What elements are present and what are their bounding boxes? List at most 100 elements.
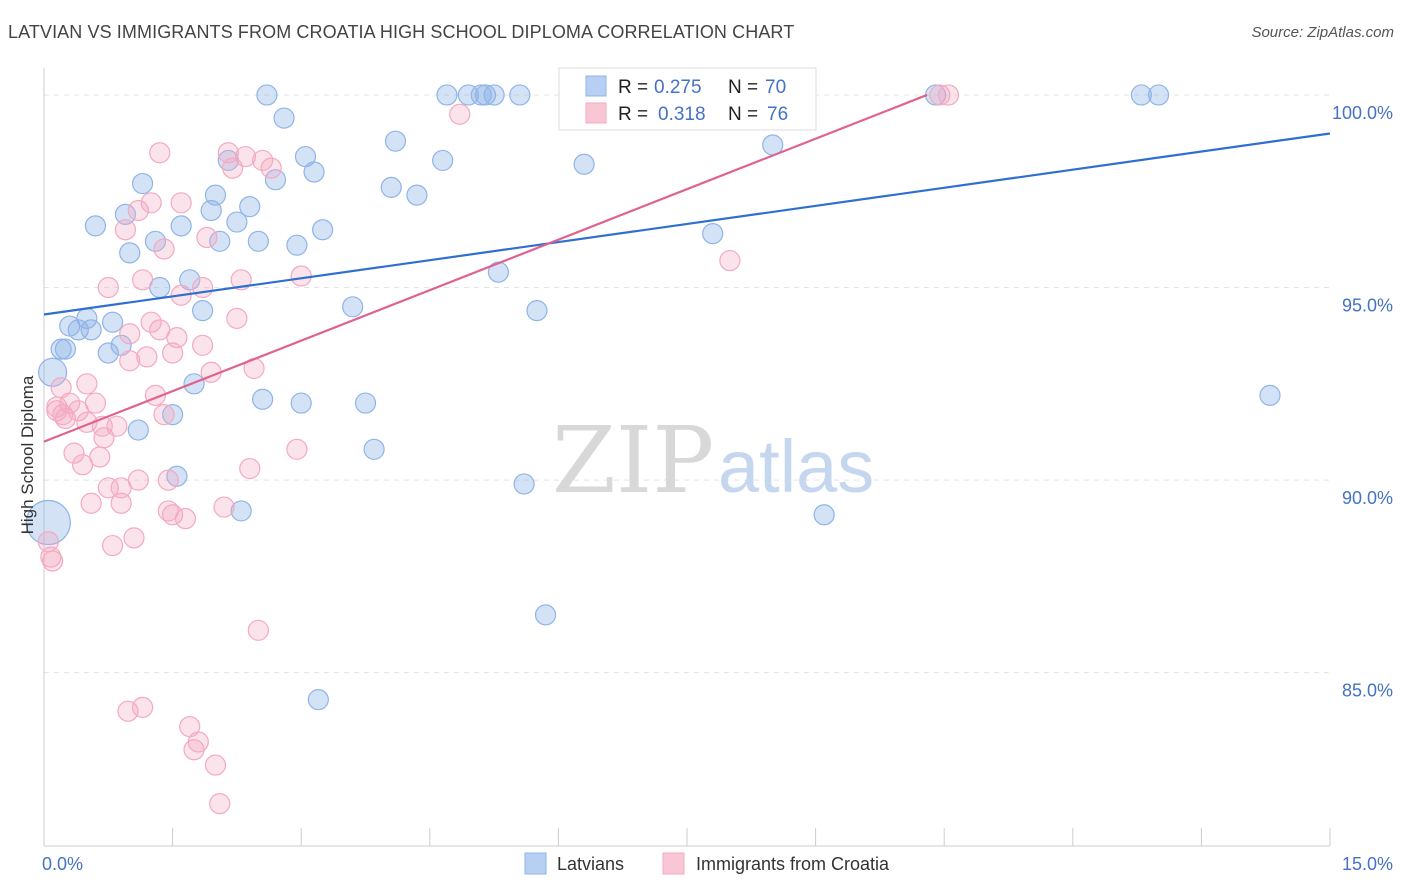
croatia-point (187, 731, 209, 753)
latvians-point (170, 215, 192, 237)
croatia-point (149, 319, 171, 341)
croatia-point (131, 696, 154, 718)
legend-swatch-croatia (585, 102, 607, 124)
croatia-point (260, 157, 282, 179)
croatia-point (170, 192, 192, 214)
x-tick-label: 0.0% (42, 854, 83, 874)
croatia-point (110, 477, 132, 499)
croatia-point (937, 84, 960, 106)
croatia-point (153, 404, 175, 426)
latvians-point (247, 230, 269, 252)
legend-r-label: R = (618, 77, 648, 98)
croatia-point (196, 226, 218, 249)
latvians-point (252, 388, 274, 410)
legend-n-value-croatia: 76 (767, 104, 788, 125)
x-ticks (43, 828, 1331, 846)
series-immigrants-from-croatia (37, 84, 960, 815)
croatia-point (290, 265, 312, 287)
latvians-point (432, 149, 454, 172)
croatia-point (59, 392, 81, 414)
latvians-point (25, 499, 71, 546)
croatia-point (204, 754, 227, 776)
bottom-legend-swatch-latvians (524, 852, 547, 875)
latvians-point (131, 172, 154, 195)
latvians-point (273, 107, 295, 129)
latvians-point (384, 130, 407, 152)
latvians-point (307, 689, 329, 711)
legend-n-label: N = (728, 104, 758, 125)
croatia-point (136, 346, 158, 368)
latvians-point (256, 84, 278, 106)
latvians-point (436, 84, 458, 106)
latvians-point (162, 404, 184, 426)
legend-r-label: R = (618, 104, 648, 125)
bottom-legend-latvians: Latvians (557, 854, 624, 874)
bottom-legend-croatia: Immigrants from Croatia (696, 854, 890, 874)
latvians-point (84, 215, 107, 237)
watermark-zip: ZIP (552, 407, 714, 514)
croatia-point (247, 619, 269, 641)
latvians-point (513, 473, 535, 495)
croatia-point (230, 269, 252, 291)
latvians-point (97, 342, 119, 364)
y-tick-label: 100.0% (1332, 103, 1393, 123)
croatia-point (140, 192, 162, 214)
croatia-point (252, 149, 274, 172)
legend: R = 0.275 N = 70 R = 0.318 N = 76 (558, 67, 817, 131)
croatia-point (97, 477, 119, 499)
croatia-point (192, 276, 214, 299)
latvians-point (226, 211, 248, 233)
latvians-point (380, 176, 402, 198)
latvians-point (474, 84, 497, 106)
croatia-point (234, 145, 257, 168)
latvians-point (1147, 84, 1170, 106)
croatia-point (153, 238, 175, 260)
croatia-trend-line (43, 93, 928, 443)
latvians-point (119, 242, 141, 264)
croatia-point (449, 103, 471, 125)
y-tick-label: 85.0% (1342, 681, 1393, 701)
latvians-point (1130, 84, 1152, 106)
series-latvians (25, 84, 1281, 711)
y-tick-labels: 100.0% 95.0% 90.0% 85.0% (1332, 103, 1393, 701)
latvians-point (526, 300, 548, 322)
watermark-atlas: atlas (718, 425, 874, 508)
gridlines (44, 94, 1330, 674)
chart-source: Source: ZipAtlas.com (1251, 24, 1394, 41)
y-axis-label: High School Diploma (18, 375, 37, 534)
y-tick-label: 95.0% (1342, 296, 1393, 316)
legend-swatch-latvians (585, 75, 607, 97)
x-tick-label: 15.0% (1342, 854, 1393, 874)
croatia-point (162, 504, 184, 526)
latvians-point (457, 84, 479, 106)
croatia-point (192, 334, 214, 356)
latvians-point (290, 392, 312, 414)
croatia-point (41, 550, 64, 572)
latvians-point (363, 438, 385, 460)
legend-n-value-latvians: 70 (765, 77, 786, 98)
croatia-point (286, 438, 308, 460)
latvians-point (702, 223, 724, 245)
latvians-point (573, 153, 595, 175)
croatia-point (97, 276, 119, 299)
latvians-point (813, 504, 835, 526)
croatia-point (63, 442, 85, 464)
latvians-point (209, 230, 231, 252)
latvians-point (101, 311, 124, 333)
trend-lines (43, 93, 1331, 443)
croatia-point (157, 469, 179, 491)
latvians-point (286, 234, 308, 256)
croatia-point (162, 342, 184, 364)
latvians-point (37, 357, 68, 387)
croatia-point (76, 373, 98, 395)
latvians-point (1259, 384, 1281, 406)
latvians-point (534, 604, 557, 626)
latvians-point (354, 392, 377, 414)
latvians-point (312, 219, 334, 241)
x-tick-labels: 0.0% 15.0% (42, 854, 1393, 874)
croatia-point (119, 323, 141, 345)
croatia-point (140, 311, 162, 333)
croatia-point (226, 307, 248, 329)
croatia-point (719, 249, 741, 272)
